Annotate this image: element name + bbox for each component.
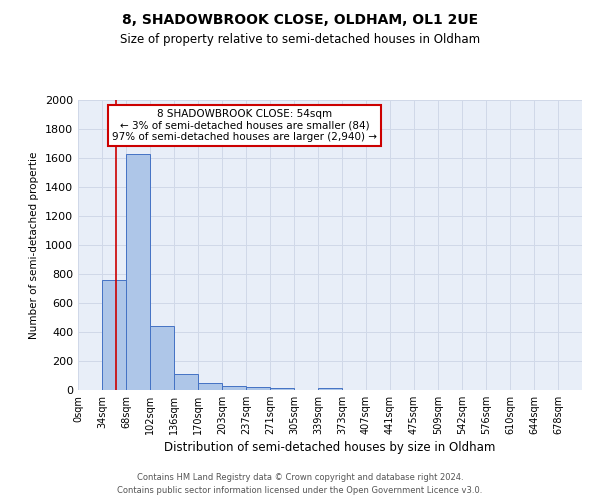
- Bar: [246, 388, 270, 390]
- Bar: [150, 326, 174, 390]
- Text: Contains public sector information licensed under the Open Government Licence v3: Contains public sector information licen…: [118, 486, 482, 495]
- Text: Size of property relative to semi-detached houses in Oldham: Size of property relative to semi-detach…: [120, 32, 480, 46]
- Text: Contains HM Land Registry data © Crown copyright and database right 2024.: Contains HM Land Registry data © Crown c…: [137, 474, 463, 482]
- Bar: [222, 386, 246, 390]
- Text: 8 SHADOWBROOK CLOSE: 54sqm
← 3% of semi-detached houses are smaller (84)
97% of : 8 SHADOWBROOK CLOSE: 54sqm ← 3% of semi-…: [112, 108, 377, 142]
- Text: 8, SHADOWBROOK CLOSE, OLDHAM, OL1 2UE: 8, SHADOWBROOK CLOSE, OLDHAM, OL1 2UE: [122, 12, 478, 26]
- Bar: [198, 383, 222, 390]
- X-axis label: Distribution of semi-detached houses by size in Oldham: Distribution of semi-detached houses by …: [164, 441, 496, 454]
- Bar: [102, 280, 126, 390]
- Bar: [174, 374, 198, 390]
- Bar: [270, 388, 294, 390]
- Y-axis label: Number of semi-detached propertie: Number of semi-detached propertie: [29, 152, 40, 338]
- Bar: [318, 388, 342, 390]
- Bar: [126, 154, 150, 390]
